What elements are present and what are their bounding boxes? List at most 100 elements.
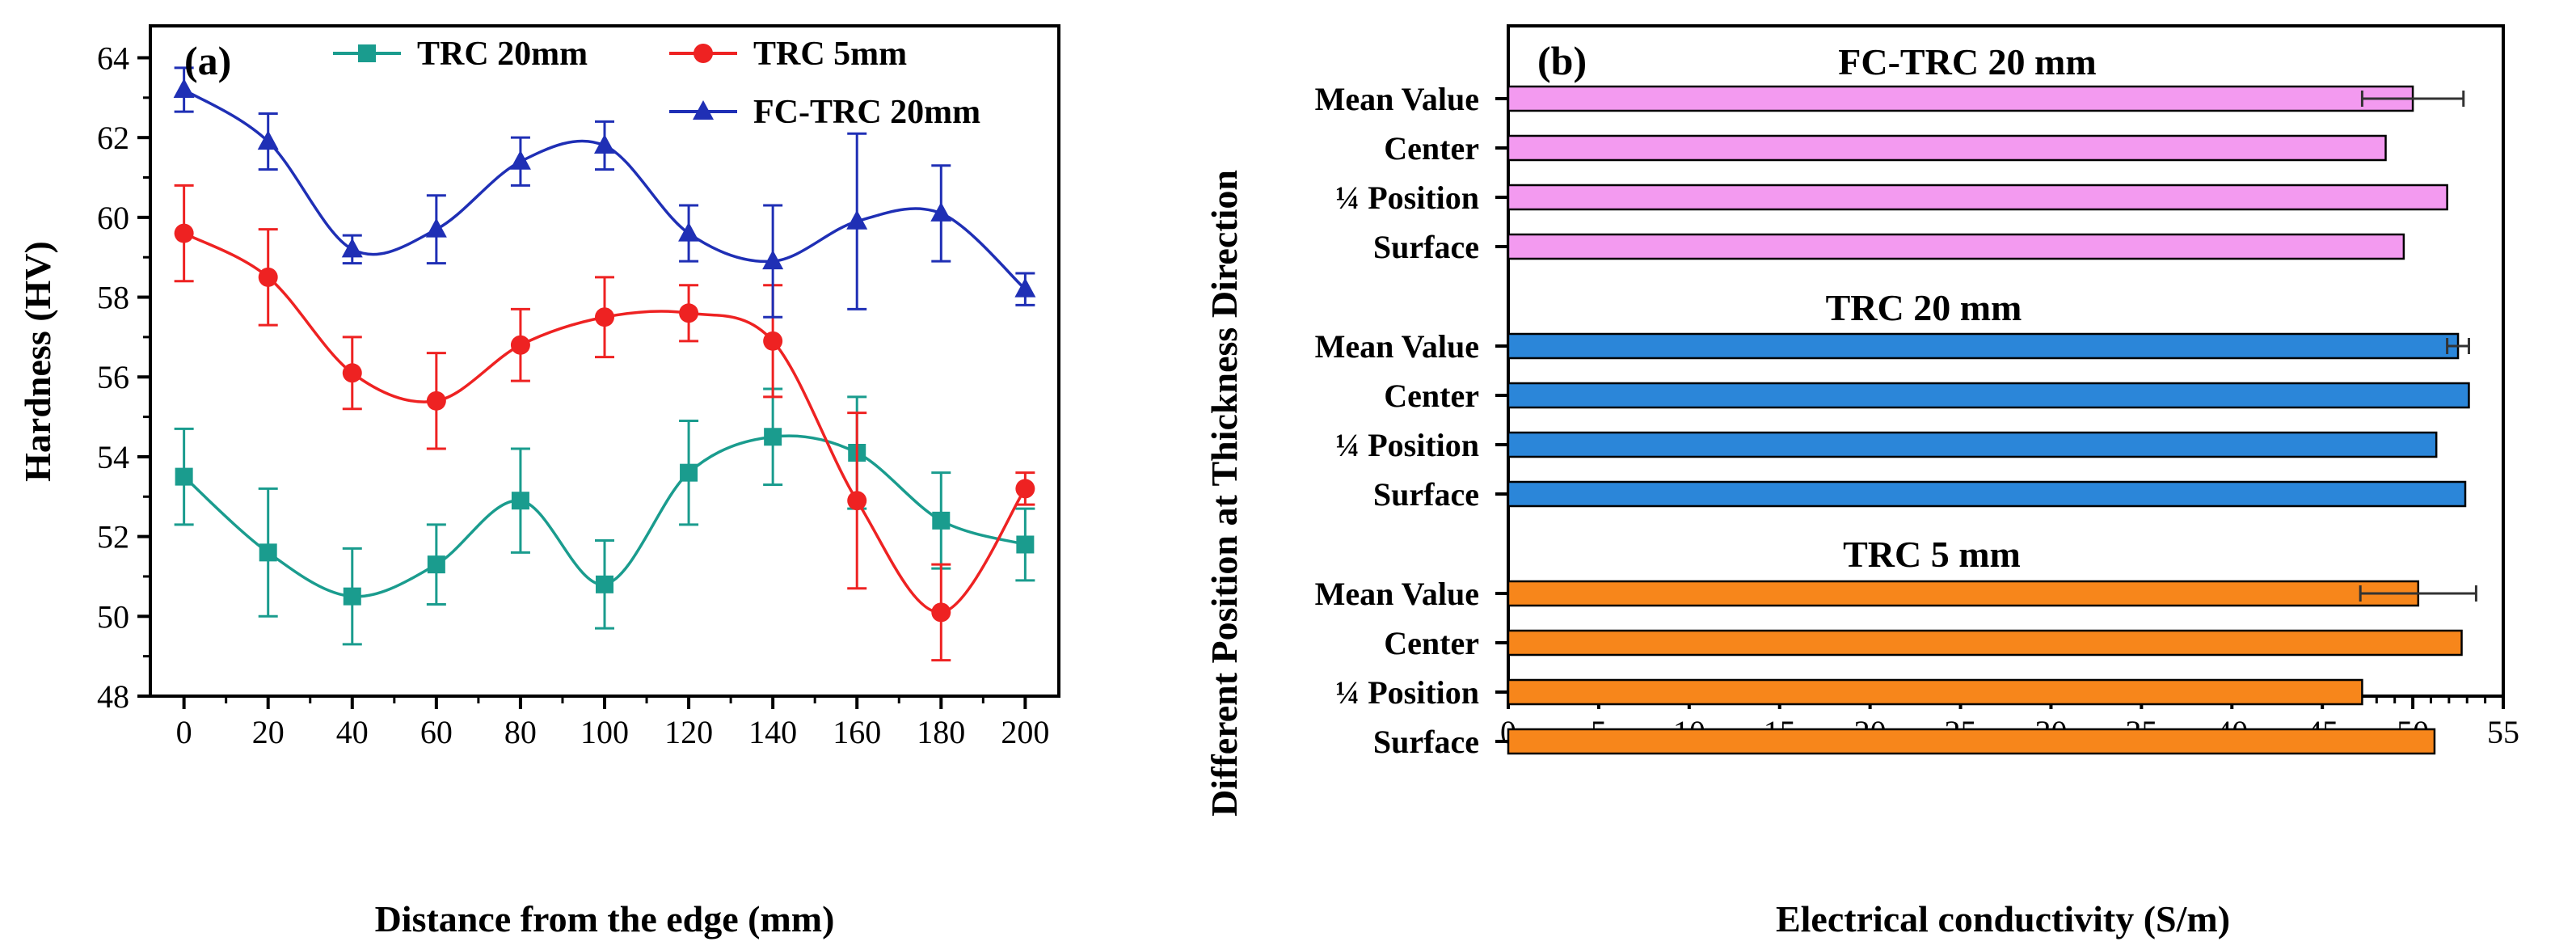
category-label: Surface <box>1373 724 1479 760</box>
bar <box>1507 580 2420 607</box>
series-trc-5mm <box>174 184 1035 662</box>
category-label: Surface <box>1373 476 1479 513</box>
bar <box>1507 431 2438 458</box>
bar-group-trc-20-mm: TRC 20 mm Mean Value Center ¼ Position Surfa… <box>1315 287 2470 513</box>
data-point <box>259 543 277 562</box>
legend-a: TRC 20mm TRC 5mm FC-TRC 20mm <box>333 36 980 131</box>
category-label: Mean Value <box>1315 81 1479 117</box>
data-point <box>847 491 867 511</box>
data-point <box>678 222 700 242</box>
x-tick-label: 60 <box>420 714 453 750</box>
y-tick-label: 60 <box>97 200 129 236</box>
category-label: Mean Value <box>1315 576 1479 612</box>
data-point <box>258 267 278 287</box>
data-point <box>173 78 195 98</box>
series-trc-20mm <box>174 387 1035 646</box>
x-axis-label-a: Distance from the edge (mm) <box>375 898 835 939</box>
data-point <box>680 463 698 482</box>
axis-ticks-a: 0 20 40 60 80 100 120 140 160 180 200 48 50 52 54 56 58 6… <box>97 40 1049 750</box>
data-point <box>596 575 613 593</box>
data-point <box>694 44 713 63</box>
bar <box>1507 85 2414 112</box>
bar <box>1507 480 2467 508</box>
y-axis-label-a: Hardness (HV) <box>17 241 58 482</box>
bar <box>1507 233 2405 260</box>
data-point <box>174 223 194 243</box>
series-fc-trc-20mm <box>173 66 1036 319</box>
data-point <box>1014 277 1036 298</box>
x-tick-label: 200 <box>1001 714 1049 750</box>
data-point <box>510 335 530 355</box>
y-tick-label: 52 <box>97 519 129 555</box>
series-a <box>173 66 1036 662</box>
data-point <box>764 428 782 446</box>
category-label: ¼ Position <box>1335 179 1479 216</box>
bar <box>1507 382 2470 409</box>
group-title: TRC 20 mm <box>1826 287 2022 328</box>
x-tick-label: 160 <box>833 714 881 750</box>
data-point <box>932 511 951 530</box>
x-tick-label: 100 <box>580 714 629 750</box>
series-line <box>183 232 1027 614</box>
bar-group-fc-trc-20-mm: FC-TRC 20 mm Mean Value Center ¼ Position Su… <box>1315 41 2465 265</box>
data-point <box>846 209 868 230</box>
bars-b: FC-TRC 20 mm Mean Value Center ¼ Position Su… <box>1315 41 2477 760</box>
y-tick-label: 64 <box>97 40 129 76</box>
data-point <box>257 130 279 150</box>
data-point <box>425 217 447 238</box>
data-point <box>679 303 699 323</box>
category-label: Center <box>1384 625 1479 661</box>
category-label: Center <box>1384 130 1479 167</box>
data-point <box>930 201 952 222</box>
data-point <box>426 391 446 411</box>
group-title: TRC 5 mm <box>1843 534 2021 575</box>
y-tick-label: 62 <box>97 120 129 156</box>
data-point <box>358 44 376 62</box>
data-point <box>693 100 714 120</box>
data-point <box>1015 479 1035 499</box>
x-tick-label: 140 <box>748 714 797 750</box>
conductivity-chart: 0510152025303540455055 FC-TRC 20 mmMean … <box>1204 24 2519 939</box>
data-point <box>341 238 363 258</box>
y-tick-label: 48 <box>97 678 129 715</box>
y-tick-label: 50 <box>97 598 129 635</box>
y-tick-label: 54 <box>97 439 129 475</box>
data-point <box>427 555 445 574</box>
legend-label: FC-TRC 20mm <box>753 94 980 131</box>
x-tick-label: 0 <box>176 714 192 750</box>
data-point <box>931 602 951 623</box>
y-tick-label: 56 <box>97 359 129 395</box>
category-label: Center <box>1384 378 1479 414</box>
category-label: ¼ Position <box>1335 674 1479 711</box>
bar <box>1507 728 2436 755</box>
data-point <box>511 492 529 510</box>
bar <box>1507 678 2363 706</box>
bar-group-trc-5-mm: TRC 5 mm Mean Value Center ¼ Position Surfac… <box>1315 534 2477 760</box>
hardness-chart: 0 20 40 60 80 100 120 140 160 180 200 48 50 52 54 56 58 6… <box>17 24 1060 939</box>
y-axis-label-b: Different Position at Thickness Directio… <box>1204 170 1245 817</box>
x-axis-label-b: Electrical conductivity (S/m) <box>1776 898 2230 939</box>
x-tick-label: 80 <box>504 714 537 750</box>
legend-label: TRC 5mm <box>753 36 907 73</box>
data-point <box>595 307 614 327</box>
category-label: ¼ Position <box>1335 427 1479 463</box>
bar <box>1507 134 2387 162</box>
data-point <box>762 250 784 270</box>
data-point <box>594 134 615 154</box>
x-tick-label: 20 <box>252 714 285 750</box>
x-tick-label: 180 <box>917 714 965 750</box>
x-tick-label: 40 <box>336 714 369 750</box>
data-point <box>763 331 783 351</box>
bar <box>1507 332 2460 360</box>
group-title: FC-TRC 20 mm <box>1838 41 2096 82</box>
data-point <box>343 587 361 606</box>
x-tick-label: 120 <box>664 714 713 750</box>
data-point <box>175 467 193 486</box>
legend-label: TRC 20mm <box>417 36 588 73</box>
category-label: Mean Value <box>1315 328 1479 365</box>
category-label: Surface <box>1373 229 1479 265</box>
panel-label-a: (a) <box>184 38 231 83</box>
bar <box>1507 184 2448 211</box>
data-point <box>342 363 362 383</box>
